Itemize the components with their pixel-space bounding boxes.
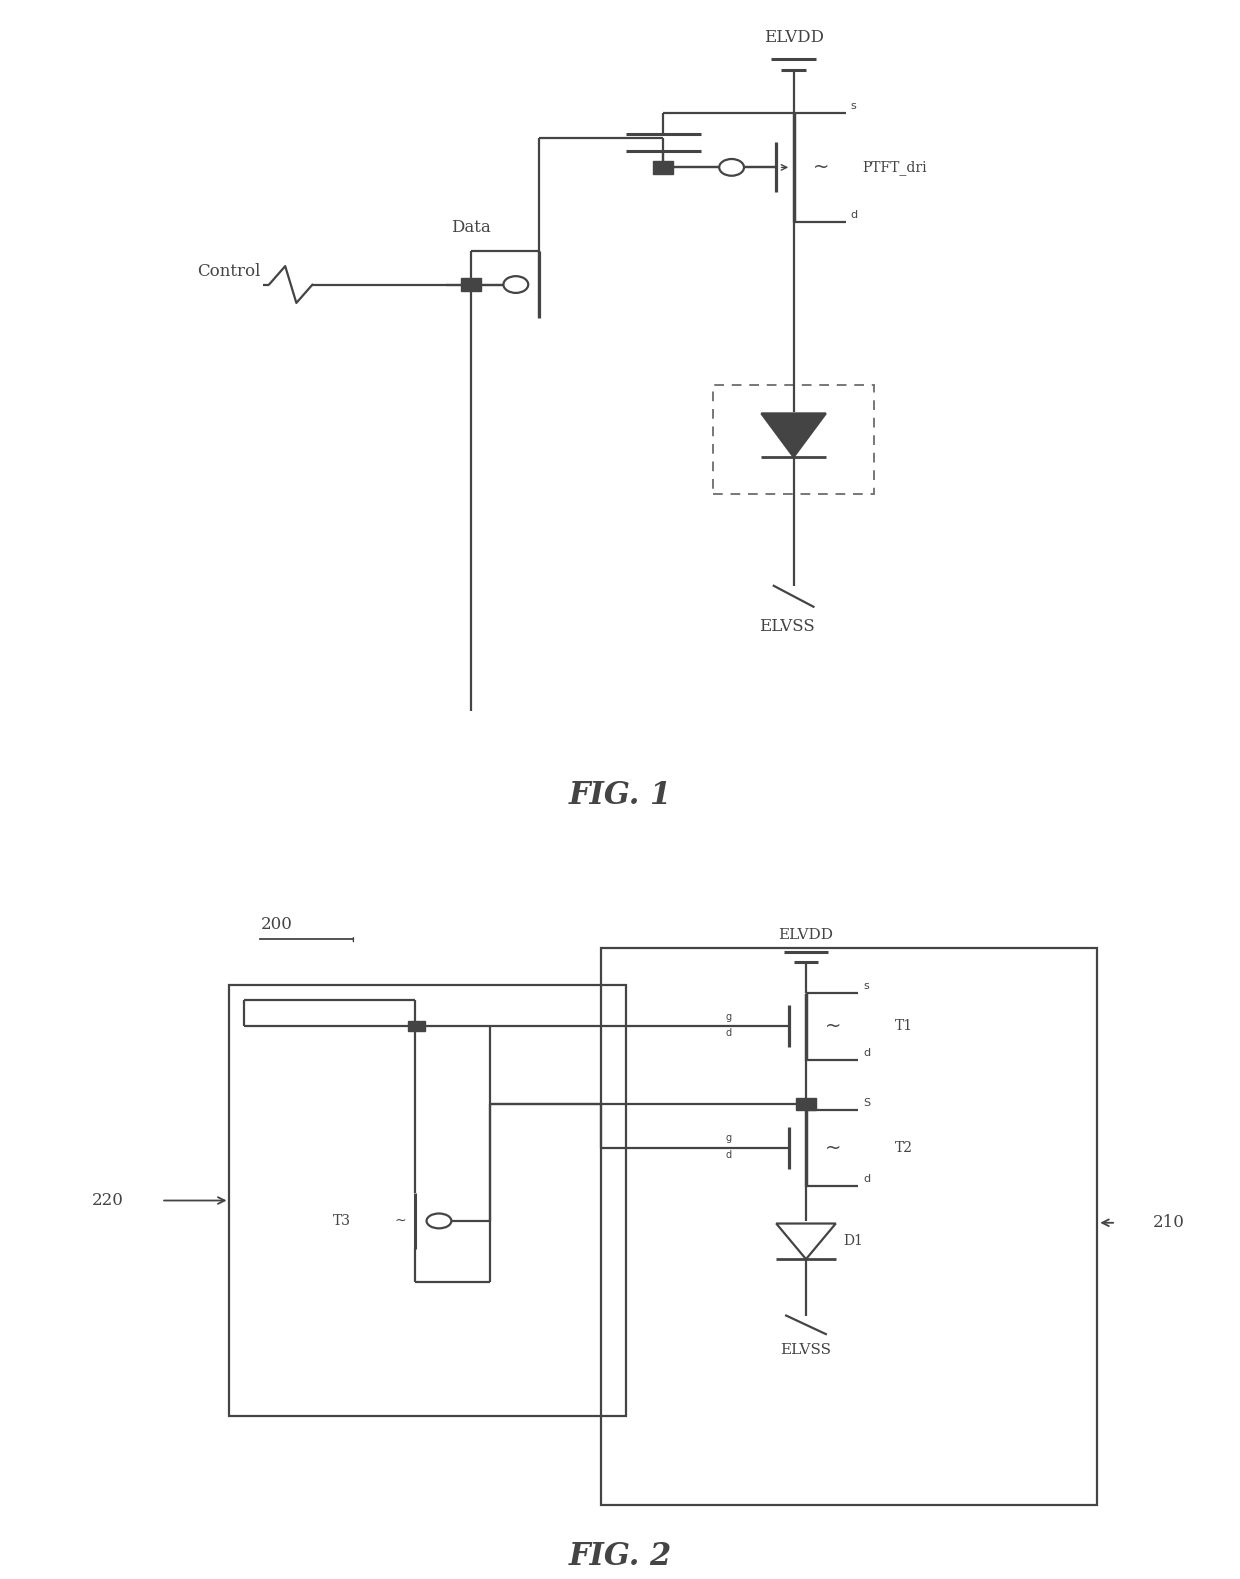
Circle shape [503,276,528,294]
Text: d: d [725,1028,732,1037]
Text: T1: T1 [895,1018,914,1033]
Text: 200: 200 [260,916,293,933]
Text: d: d [863,1175,870,1184]
Bar [796,1097,816,1110]
Bar [461,278,481,291]
Polygon shape [761,414,826,456]
Text: T3: T3 [332,1214,351,1228]
Text: ELVDD: ELVDD [779,928,833,943]
Text: ~: ~ [394,1214,407,1228]
Text: d: d [863,1048,870,1058]
Bar [601,947,1097,1505]
Text: g: g [725,1012,732,1022]
Bar [653,161,673,174]
Bar [229,985,626,1416]
Circle shape [719,159,744,175]
Text: FIG. 2: FIG. 2 [568,1541,672,1573]
Text: Data: Data [451,219,491,235]
Text: T2: T2 [895,1140,914,1154]
Text: s: s [851,101,857,111]
Bar [408,1022,425,1031]
Text: 220: 220 [92,1192,124,1210]
Text: g: g [725,1134,732,1143]
Text: ELVSS: ELVSS [780,1344,832,1356]
Text: 210: 210 [1153,1214,1185,1232]
Text: D1: D1 [843,1235,863,1249]
Text: FIG. 1: FIG. 1 [568,780,672,810]
Text: S: S [863,1099,870,1108]
Text: ELVDD: ELVDD [764,28,823,46]
Text: Control: Control [197,262,260,279]
Text: ELVSS: ELVSS [760,617,815,635]
Text: d: d [725,1150,732,1159]
Text: d: d [851,210,858,219]
Text: ~: ~ [812,158,830,177]
Circle shape [427,1214,451,1228]
Text: ~: ~ [825,1017,842,1036]
Text: PTFT_dri: PTFT_dri [862,159,926,175]
Text: ~: ~ [825,1138,842,1157]
Bar [713,385,874,494]
Text: s: s [863,981,869,992]
